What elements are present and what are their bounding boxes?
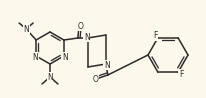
Text: N: N: [23, 24, 29, 34]
Text: F: F: [179, 70, 183, 79]
Text: F: F: [153, 31, 157, 40]
Text: N: N: [84, 33, 90, 41]
Text: N: N: [104, 60, 110, 69]
Text: N: N: [32, 53, 38, 62]
Text: O: O: [78, 21, 84, 30]
Text: O: O: [93, 75, 99, 84]
Text: N: N: [62, 53, 68, 62]
Text: N: N: [47, 73, 53, 82]
